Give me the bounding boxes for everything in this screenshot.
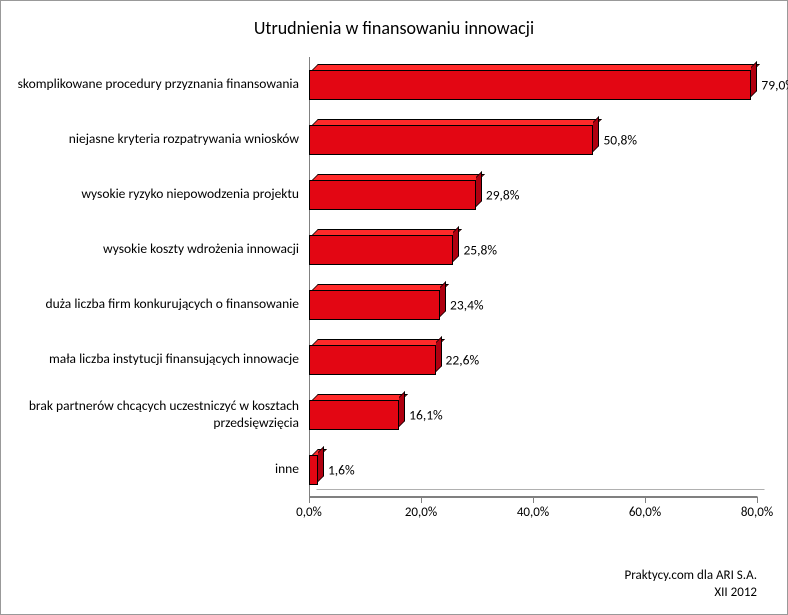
- bar-row: mała liczba instytucji finansujących inn…: [11, 332, 757, 387]
- bar-front-face: [309, 290, 440, 320]
- footer-date: XII 2012: [625, 585, 758, 602]
- x-axis: 0,0%20,0%40,0%60,0%80,0%: [309, 497, 757, 537]
- bar-zone: 50,8%: [309, 112, 757, 167]
- x-tick: [645, 497, 646, 503]
- bar-zone: 16,1%: [309, 387, 757, 442]
- chart-title: Utrudnienia w finansowaniu innowacji: [11, 9, 777, 57]
- bar-front-face: [309, 400, 399, 430]
- value-label: 1,6%: [318, 461, 355, 478]
- bar-zone: 22,6%: [309, 332, 757, 387]
- category-label: duża liczba firm konkurujących o finanso…: [11, 296, 309, 313]
- bar: 1,6%: [309, 455, 318, 485]
- x-tick-label: 0,0%: [296, 505, 322, 520]
- bar: 25,8%: [309, 235, 453, 265]
- bar-zone: 79,0%: [309, 57, 757, 112]
- x-tick-label: 80,0%: [741, 505, 773, 520]
- chart-body: skomplikowane procedury przyznania finan…: [11, 57, 777, 537]
- x-tick-label: 20,0%: [405, 505, 437, 520]
- category-label: skomplikowane procedury przyznania finan…: [11, 76, 309, 93]
- bar-front-face: [309, 125, 593, 155]
- category-label: wysokie koszty wdrożenia innowacji: [11, 241, 309, 258]
- value-label: 50,8%: [593, 131, 637, 148]
- x-tick: [757, 497, 758, 503]
- bar-zone: 23,4%: [309, 277, 757, 332]
- bar-zone: 29,8%: [309, 167, 757, 222]
- x-tick-label: 60,0%: [629, 505, 661, 520]
- bar: 50,8%: [309, 125, 593, 155]
- bar: 16,1%: [309, 400, 399, 430]
- axis-floor-3d: [309, 489, 765, 497]
- bar: 23,4%: [309, 290, 440, 320]
- plot-area: skomplikowane procedury przyznania finan…: [11, 57, 757, 497]
- category-label: niejasne kryteria rozpatrywania wniosków: [11, 131, 309, 148]
- x-tick: [421, 497, 422, 503]
- bar-row: skomplikowane procedury przyznania finan…: [11, 57, 757, 112]
- x-tick-label: 40,0%: [517, 505, 549, 520]
- category-label: wysokie ryzyko niepowodzenia projektu: [11, 186, 309, 203]
- category-label: mała liczba instytucji finansujących inn…: [11, 351, 309, 368]
- x-tick: [309, 497, 310, 503]
- bar: 29,8%: [309, 180, 476, 210]
- bar-front-face: [309, 180, 476, 210]
- bar-front-face: [309, 345, 436, 375]
- value-label: 29,8%: [476, 186, 520, 203]
- footer-source: Praktycy.com dla ARI S.A.: [625, 568, 758, 585]
- category-label: brak partnerów chcących uczestniczyć w k…: [11, 398, 309, 432]
- value-label: 22,6%: [436, 351, 480, 368]
- bar-front-face: [309, 455, 318, 485]
- bar-row: wysokie koszty wdrożenia innowacji25,8%: [11, 222, 757, 277]
- value-label: 23,4%: [440, 296, 484, 313]
- value-label: 25,8%: [453, 241, 497, 258]
- x-tick: [533, 497, 534, 503]
- value-label: 16,1%: [399, 406, 443, 423]
- bar-row: niejasne kryteria rozpatrywania wniosków…: [11, 112, 757, 167]
- value-label: 79,0%: [751, 76, 788, 93]
- bar-row: duża liczba firm konkurujących o finanso…: [11, 277, 757, 332]
- bar-row: brak partnerów chcących uczestniczyć w k…: [11, 387, 757, 442]
- category-label: inne: [11, 461, 309, 478]
- bar-row: wysokie ryzyko niepowodzenia projektu29,…: [11, 167, 757, 222]
- bar: 22,6%: [309, 345, 436, 375]
- bar-front-face: [309, 70, 751, 100]
- chart-container: Utrudnienia w finansowaniu innowacji sko…: [11, 9, 777, 606]
- bar: 79,0%: [309, 70, 751, 100]
- bar-front-face: [309, 235, 453, 265]
- bar-zone: 25,8%: [309, 222, 757, 277]
- chart-footer: Praktycy.com dla ARI S.A. XII 2012: [625, 568, 758, 602]
